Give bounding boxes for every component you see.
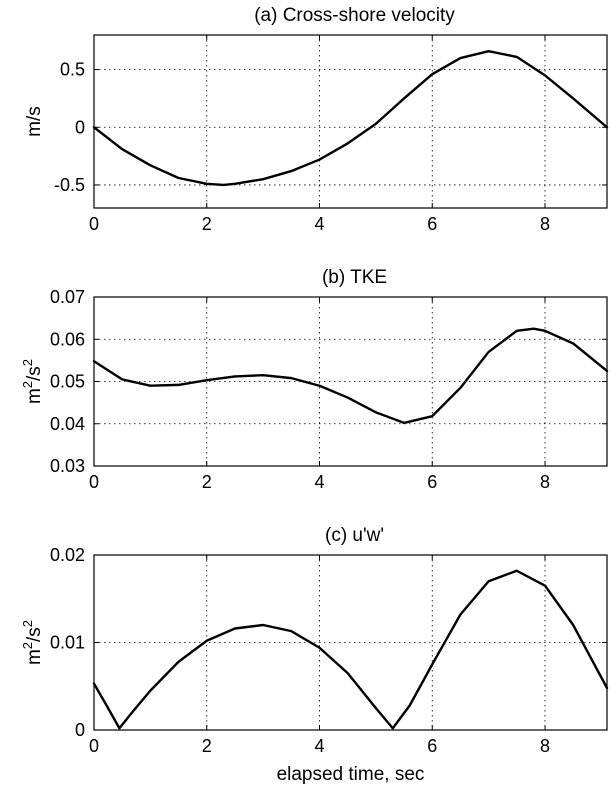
x-tick-label: 6 xyxy=(427,736,437,756)
x-tick-label: 0 xyxy=(89,214,99,234)
x-tick-label: 2 xyxy=(202,214,212,234)
x-tick-label: 8 xyxy=(540,214,550,234)
x-tick-label: 6 xyxy=(427,214,437,234)
y-tick-label: 0 xyxy=(75,720,85,740)
series-line xyxy=(92,327,609,425)
x-axis-label: elapsed time, sec xyxy=(277,764,425,785)
y-tick-label: 0.04 xyxy=(50,414,85,434)
x-tick-label: 2 xyxy=(202,736,212,756)
x-tick-label: 0 xyxy=(89,736,99,756)
y-tick-label: 0.05 xyxy=(50,372,85,392)
series-line xyxy=(92,49,609,187)
x-tick-label: 4 xyxy=(314,472,324,492)
y-axis-label: m2/s2 xyxy=(20,620,45,665)
y-tick-label: 0.01 xyxy=(50,633,85,653)
x-tick-label: 8 xyxy=(540,472,550,492)
plot-frame xyxy=(93,554,608,731)
panel-2: 0 2 4 6 8 0.03 0.04 0.05 0.06 0.07 (b) TKE m2/s2 xyxy=(20,267,609,492)
x-tick-label: 4 xyxy=(314,214,324,234)
y-tick-label: -0.5 xyxy=(54,175,85,195)
x-tick-label: 8 xyxy=(540,736,550,756)
x-tick-label: 0 xyxy=(89,472,99,492)
y-tick-label: 0.02 xyxy=(50,545,85,565)
y-tick-label: 0.07 xyxy=(50,287,85,307)
x-tick-label: 2 xyxy=(202,472,212,492)
x-tick-label: 6 xyxy=(427,472,437,492)
y-tick-label: 0 xyxy=(75,117,85,137)
chart-title: (b) TKE xyxy=(322,267,387,288)
y-tick-label: 0.5 xyxy=(60,60,85,80)
panel-3: 0 2 4 6 8 0 0.01 0.02 (c) u'w' m2/s2 elapsed time,… xyxy=(20,525,609,785)
series-line xyxy=(92,569,609,730)
plot-frame xyxy=(93,34,608,209)
x-tick-label: 4 xyxy=(314,736,324,756)
chart-title: (c) u'w' xyxy=(325,525,384,546)
chart-title: (a) Cross-shore velocity xyxy=(254,5,455,26)
plot-frame xyxy=(93,296,608,467)
y-tick-label: 0.06 xyxy=(50,329,85,349)
y-tick-label: 0.03 xyxy=(50,456,85,476)
y-axis-label: m/s xyxy=(24,106,45,137)
y-axis-label: m2/s2 xyxy=(20,359,45,404)
